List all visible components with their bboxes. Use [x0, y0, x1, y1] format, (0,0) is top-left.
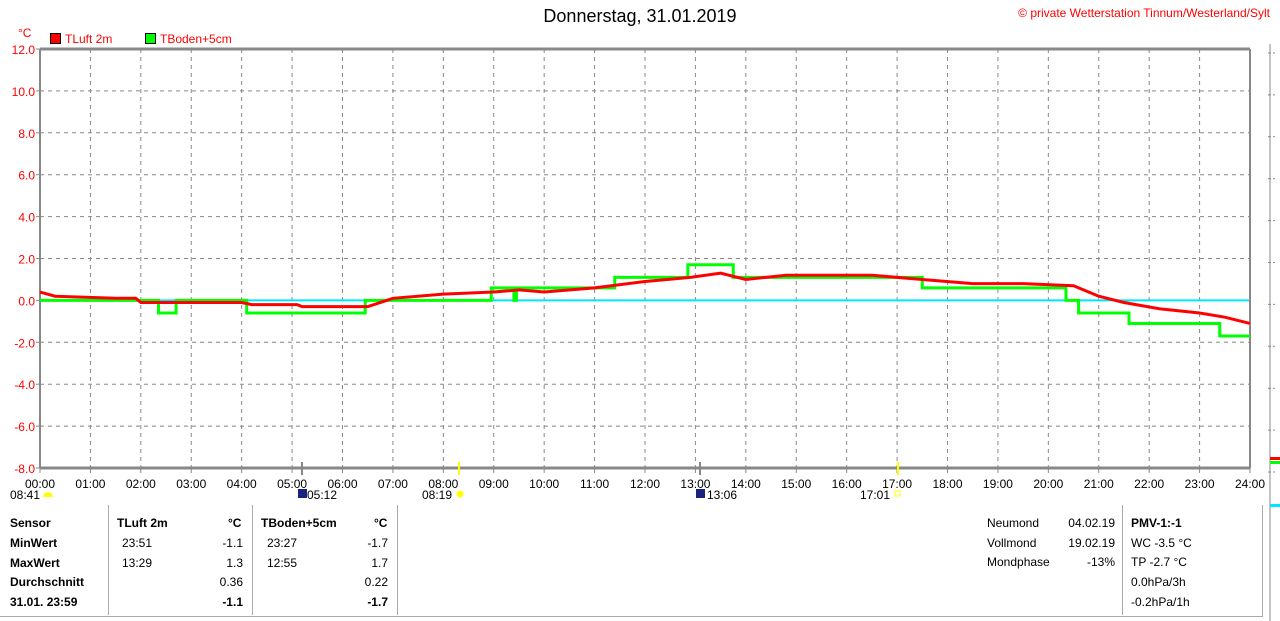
y-tick-label: 10.0 [12, 85, 36, 99]
stats-header-u1: °C [228, 516, 242, 530]
stats-t2: 23:27 [267, 536, 298, 550]
x-tick-label: 06:00 [327, 477, 357, 491]
y-tick-label: 2.0 [18, 253, 35, 267]
y-tick-label: -8.0 [14, 462, 35, 476]
stats-label: MaxWert [10, 555, 60, 570]
stats-v2: 1.7 [371, 555, 388, 570]
pressure-1h: -0.2hPa/1h [1131, 595, 1190, 609]
moonset-time: 13:06 [707, 488, 738, 502]
stats-v1: -1.1 [222, 594, 243, 609]
legend-swatch [145, 33, 156, 44]
x-tick-label: 09:00 [479, 477, 509, 491]
x-tick-label: 17:00 [882, 477, 912, 491]
x-tick-label: 15:00 [781, 477, 811, 491]
x-tick-label: 10:00 [529, 477, 559, 491]
right-marker-tluft [1270, 457, 1280, 460]
right-marker-zero [1270, 504, 1280, 507]
pmv: PMV-1:-1 [1131, 516, 1182, 530]
x-tick-label: 14:00 [731, 477, 761, 491]
stats-v2: 0.22 [364, 575, 388, 589]
y-tick-label: 0.0 [18, 294, 35, 308]
moonrise-time: 05:12 [307, 488, 338, 502]
x-tick-label: 20:00 [1033, 477, 1063, 491]
y-tick-label: 8.0 [18, 127, 35, 141]
moonset-icon [696, 489, 705, 498]
stats-header-s2: TBoden+5cm [261, 516, 337, 530]
legend-tluft: TLuft 2m [50, 32, 112, 46]
y-tick-label: 12.0 [12, 43, 36, 57]
stats-t2: 12:55 [267, 555, 298, 570]
x-tick-label: 19:00 [983, 477, 1013, 491]
y-tick-label: -6.0 [14, 420, 35, 434]
sunrise-icon [43, 492, 53, 497]
sun-marker-time: 08:19 [422, 488, 453, 502]
x-tick-label: 11:00 [580, 477, 609, 491]
stats-v2: -1.7 [367, 594, 388, 609]
x-tick-label: 05:00 [277, 477, 307, 491]
stats-label: Durchschnitt [10, 575, 85, 589]
sunset-icon [894, 490, 901, 497]
x-tick-label: 22:00 [1134, 477, 1164, 491]
y-tick-label: -4.0 [14, 378, 35, 392]
moon-value: 19.02.19 [1068, 536, 1115, 550]
x-tick-label: 23:00 [1185, 477, 1215, 491]
pressure-3h: 0.0hPa/3h [1131, 575, 1186, 589]
legend-swatch [50, 33, 61, 44]
moon-label: Neumond [987, 516, 1040, 530]
stats-header-sensor: Sensor [10, 516, 51, 530]
legend-label: TBoden+5cm [160, 32, 232, 46]
stats-v2: -1.7 [367, 536, 388, 550]
x-tick-label: 08:00 [428, 477, 458, 491]
series-tluft-line [39, 271, 1251, 325]
stats-header-s1: TLuft 2m [117, 516, 168, 530]
sunrise-time: 08:41 [10, 488, 41, 502]
x-tick-label: 01:00 [75, 477, 105, 491]
x-tick-label: 13:00 [680, 477, 710, 491]
x-tick-label: 21:00 [1084, 477, 1114, 491]
x-tick-label: 12:00 [630, 477, 660, 491]
moon-value: 04.02.19 [1068, 516, 1115, 530]
windchill: WC -3.5 °C [1131, 536, 1192, 550]
legend-label: TLuft 2m [65, 32, 113, 46]
moon-value: -13% [1086, 555, 1115, 569]
stats-v1: 1.3 [226, 555, 243, 570]
right-marker-tboden [1270, 461, 1280, 464]
x-tick-label: 16:00 [832, 477, 862, 491]
y-tick-label: -2.0 [14, 336, 35, 350]
stats-t1: 13:29 [122, 555, 153, 570]
dewpoint: TP -2.7 °C [1131, 555, 1187, 569]
stats-v1: -1.1 [222, 536, 243, 550]
moon-label: Mondphase [987, 555, 1050, 569]
x-tick-label: 04:00 [227, 477, 257, 491]
sun-icon [456, 490, 464, 498]
x-tick-label: 07:00 [378, 477, 408, 491]
sunset-time: 17:01 [860, 488, 891, 502]
moon-label: Vollmond [987, 536, 1037, 550]
moonrise-icon [298, 489, 307, 498]
stats-t1: 23:51 [122, 536, 153, 550]
x-tick-label: 03:00 [176, 477, 206, 491]
chart-title: Donnerstag, 31.01.2019 [543, 6, 737, 26]
y-tick-label: 4.0 [18, 211, 35, 225]
series-tboden-line [40, 263, 1250, 338]
y-tick-label: 6.0 [18, 169, 35, 183]
stats-label: 31.01. 23:59 [10, 594, 78, 609]
x-tick-label: 24:00 [1235, 477, 1265, 491]
copyright: © private Wetterstation Tinnum/Westerlan… [1018, 6, 1270, 20]
stats-v1: 0.36 [219, 575, 243, 589]
stats-label: MinWert [10, 536, 58, 550]
y-unit: °C [18, 26, 32, 40]
x-tick-label: 02:00 [126, 477, 156, 491]
legend-tboden: TBoden+5cm [145, 32, 232, 46]
stats-header-u2: °C [374, 516, 388, 530]
x-tick-label: 00:00 [25, 477, 55, 491]
x-tick-label: 18:00 [932, 477, 962, 491]
